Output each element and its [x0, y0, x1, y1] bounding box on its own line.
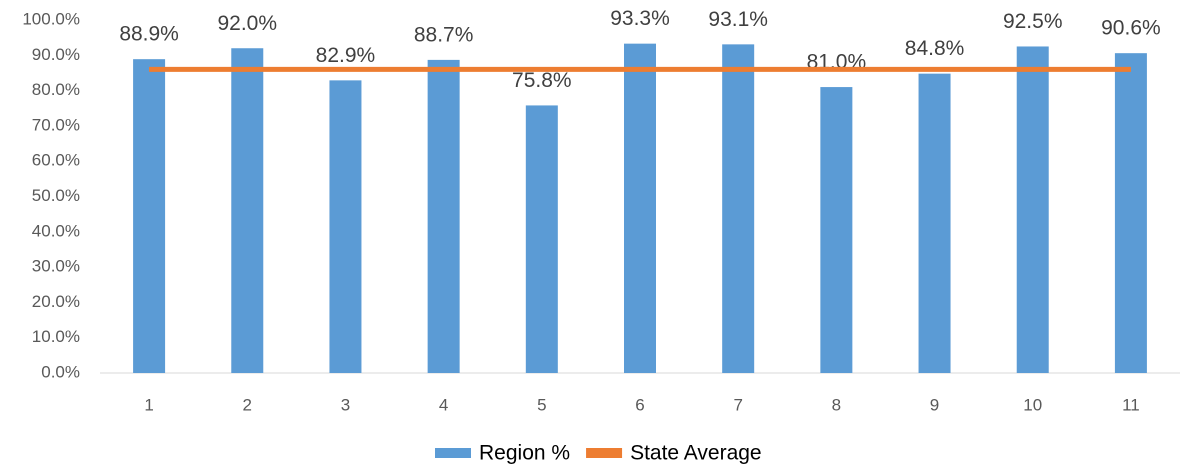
- bar: [624, 43, 656, 373]
- y-tick-label: 80.0%: [32, 80, 80, 99]
- value-label: 90.6%: [1101, 17, 1161, 40]
- value-label: 92.5%: [1003, 10, 1063, 33]
- legend-swatch: [586, 448, 623, 458]
- x-tick-label: 3: [341, 395, 350, 414]
- bar: [329, 80, 362, 373]
- x-tick-label: 10: [1023, 395, 1042, 414]
- x-tick-label: 7: [733, 395, 742, 414]
- y-tick-label: 40.0%: [32, 221, 80, 240]
- y-tick-label: 70.0%: [32, 115, 80, 134]
- bar: [1016, 46, 1049, 373]
- x-tick-label: 2: [243, 395, 252, 414]
- value-label: 93.3%: [610, 7, 670, 30]
- x-tick-label: 5: [537, 395, 546, 414]
- value-label: 92.0%: [217, 12, 277, 35]
- x-tick-label: 9: [930, 395, 939, 414]
- x-tick-label: 1: [144, 395, 153, 414]
- x-tick-label: 4: [439, 395, 448, 414]
- y-tick-label: 60.0%: [32, 151, 80, 170]
- value-label: 84.8%: [905, 37, 965, 60]
- bar: [722, 44, 755, 374]
- y-tick-label: 20.0%: [32, 292, 80, 311]
- bar: [231, 48, 264, 374]
- legend-label: Region %: [479, 442, 570, 465]
- y-tick-label: 50.0%: [32, 186, 80, 205]
- value-label: 93.1%: [708, 8, 768, 31]
- bar: [1114, 53, 1147, 373]
- x-tick-label: 11: [1122, 395, 1140, 414]
- value-label: 82.9%: [316, 44, 376, 67]
- legend-swatch: [435, 448, 471, 458]
- value-label: 88.9%: [119, 23, 179, 46]
- bar: [918, 73, 951, 373]
- y-tick-label: 0.0%: [41, 362, 80, 381]
- legend-label: State Average: [630, 442, 762, 465]
- y-tick-label: 100.0%: [22, 9, 80, 28]
- y-tick-label: 30.0%: [32, 257, 80, 276]
- bar: [525, 105, 558, 374]
- x-tick-label: 6: [635, 395, 644, 414]
- x-tick-label: 8: [832, 395, 841, 414]
- value-label: 88.7%: [414, 23, 474, 46]
- value-label: 75.8%: [512, 69, 572, 92]
- y-tick-label: 90.0%: [32, 45, 80, 64]
- bar: [427, 59, 460, 373]
- y-tick-label: 10.0%: [32, 327, 80, 346]
- bar: [820, 87, 853, 373]
- bar: [133, 59, 166, 374]
